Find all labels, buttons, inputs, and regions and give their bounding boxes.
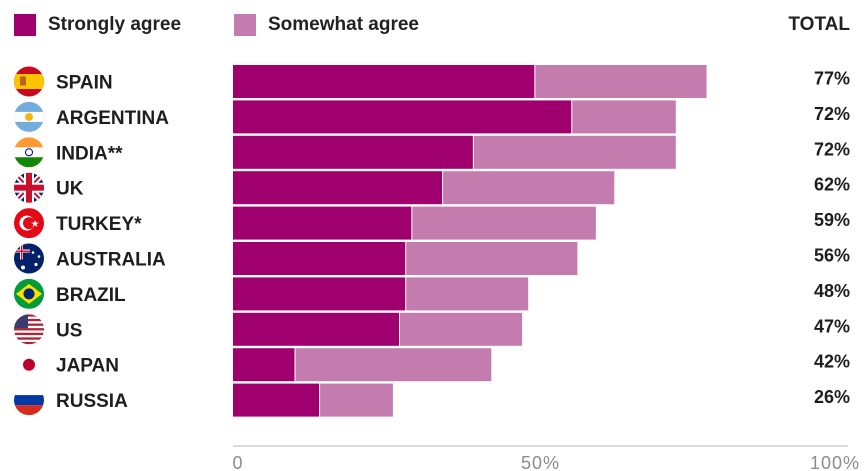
bar-somewhat-agree — [535, 65, 707, 98]
bar-somewhat-agree — [295, 348, 492, 382]
country-label: ARGENTINA — [56, 108, 169, 129]
total-value: 48% — [814, 281, 850, 301]
bar-somewhat-agree — [412, 206, 596, 240]
bar-somewhat-agree — [443, 171, 615, 205]
india-flag-icon — [14, 137, 44, 168]
turkey-flag-icon — [14, 208, 44, 239]
total-value: 77% — [814, 69, 850, 89]
total-value: 42% — [814, 352, 850, 372]
country-label: US — [56, 320, 82, 341]
total-value: 59% — [814, 210, 850, 230]
bar-somewhat-agree — [406, 242, 578, 275]
bar-row: US 47% — [14, 312, 850, 346]
x-tick-label: 0 — [232, 453, 243, 471]
bar-row: TURKEY* 59% — [14, 206, 850, 240]
country-label: INDIA** — [56, 143, 123, 164]
bar-somewhat-agree — [400, 312, 523, 346]
brazil-flag-icon — [14, 278, 44, 309]
bar-strongly-agree — [233, 206, 412, 240]
x-tick-label: 50% — [521, 453, 560, 471]
country-label: AUSTRALIA — [56, 250, 166, 271]
bar-strongly-agree — [233, 312, 400, 346]
bar-strongly-agree — [233, 383, 320, 417]
legend-label-strongly-agree: Strongly agree — [48, 14, 182, 35]
total-value: 62% — [814, 175, 850, 195]
bar-strongly-agree — [233, 100, 572, 134]
argentina-flag-icon — [14, 101, 44, 132]
country-label: SPAIN — [56, 73, 113, 94]
country-label: BRAZIL — [56, 285, 126, 306]
bar-row: AUSTRALIA 56% — [14, 242, 850, 275]
country-label: TURKEY* — [56, 214, 142, 235]
legend-item-somewhat-agree: Somewhat agree — [234, 10, 419, 40]
japan-flag-icon — [14, 349, 44, 380]
bar-strongly-agree — [233, 242, 406, 275]
bar-somewhat-agree — [473, 135, 676, 169]
bar-row: INDIA** 72% — [14, 135, 850, 169]
bar-somewhat-agree — [320, 383, 393, 417]
bar-row: JAPAN 42% — [14, 348, 850, 382]
bar-row: BRAZIL 48% — [14, 277, 850, 311]
legend-swatch-somewhat-agree — [234, 14, 256, 36]
total-value: 72% — [814, 104, 850, 124]
bar-somewhat-agree — [406, 277, 529, 311]
legend-label-somewhat-agree: Somewhat agree — [268, 14, 419, 35]
bar-row: UK 62% — [14, 171, 850, 205]
chart-legend: Strongly agree Somewhat agree — [14, 10, 854, 40]
total-header: TOTAL — [788, 14, 850, 35]
country-label: JAPAN — [56, 356, 119, 377]
uk-flag-icon — [14, 172, 44, 203]
bar-somewhat-agree — [572, 100, 676, 134]
us-flag-icon — [14, 314, 44, 345]
total-value: 47% — [814, 316, 850, 336]
x-tick-label: 100% — [810, 453, 860, 471]
spain-flag-icon — [14, 66, 44, 97]
bar-strongly-agree — [233, 135, 473, 169]
country-label: UK — [56, 179, 84, 200]
australia-flag-icon — [14, 243, 44, 274]
bar-strongly-agree — [233, 65, 535, 98]
bar-row: RUSSIA 26% — [14, 383, 850, 417]
bar-row: SPAIN 77% — [14, 65, 850, 98]
bar-row: ARGENTINA 72% — [14, 100, 850, 134]
total-value: 26% — [814, 387, 850, 407]
total-value: 72% — [814, 139, 850, 159]
russia-flag-icon — [14, 385, 44, 416]
legend-item-strongly-agree: Strongly agree — [14, 10, 181, 40]
bar-strongly-agree — [233, 277, 406, 311]
total-value: 56% — [814, 246, 850, 266]
legend-swatch-strongly-agree — [14, 14, 36, 36]
country-label: RUSSIA — [56, 391, 128, 412]
bar-strongly-agree — [233, 348, 295, 382]
bar-strongly-agree — [233, 171, 443, 205]
